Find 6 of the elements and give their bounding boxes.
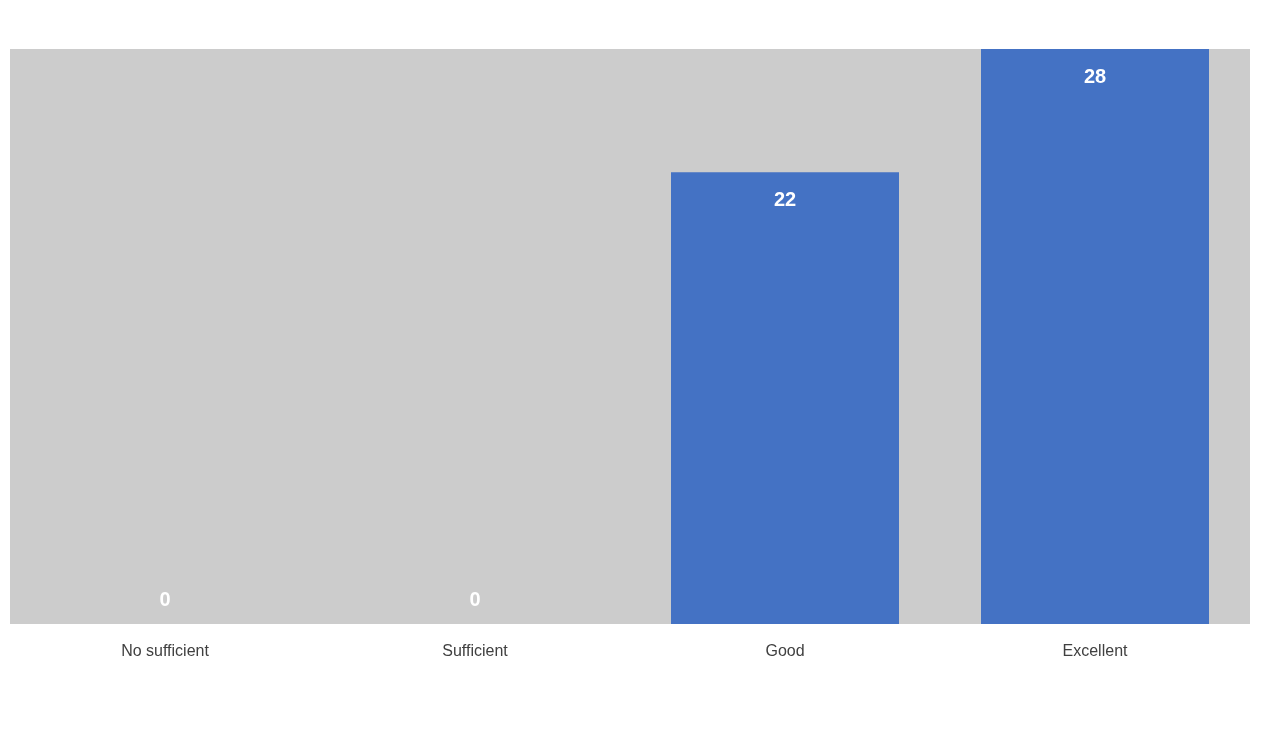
x-tick-label: No sufficient <box>121 641 210 659</box>
x-tick-label: Excellent <box>1062 641 1129 659</box>
x-tick-label: Sufficient <box>442 641 509 659</box>
data-label: 22 <box>773 188 797 211</box>
data-label: 28 <box>1083 65 1107 87</box>
x-tick-label: Good <box>765 641 805 659</box>
